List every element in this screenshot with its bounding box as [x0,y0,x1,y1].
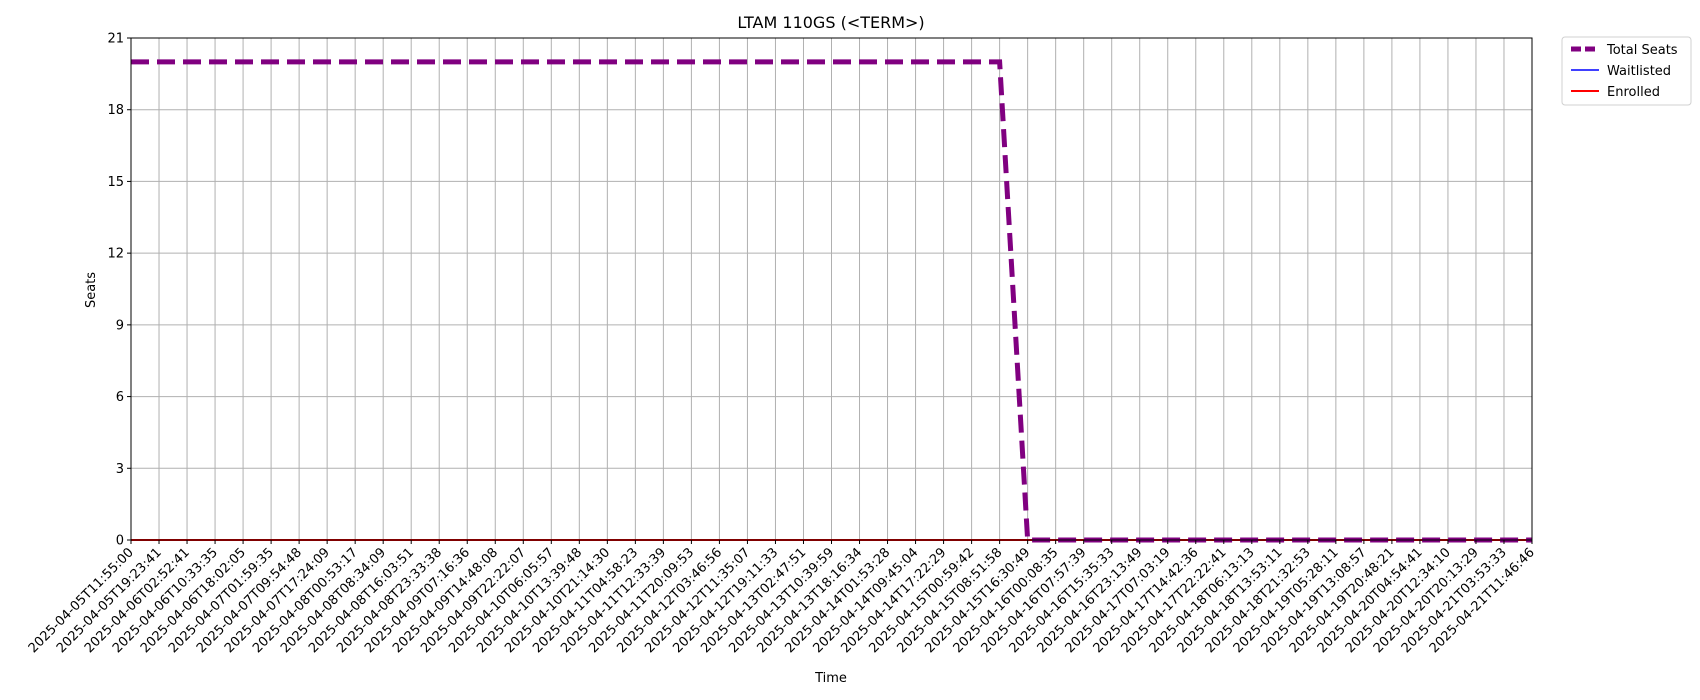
legend-label: Enrolled [1607,85,1660,100]
y-tick-label: 12 [107,247,124,262]
y-tick-label: 3 [116,462,124,477]
legend-label: Total Seats [1606,43,1678,58]
legend-frame [1561,36,1692,106]
y-tick-label: 0 [116,534,124,549]
y-axis-title: Seats [84,272,99,308]
y-tick-label: 21 [107,32,124,47]
chart-title: LTAM 110GS (<TERM>) [737,13,924,32]
y-tick-label: 9 [116,318,124,333]
legend: Total Seats Waitlisted Enrolled [1561,36,1692,106]
legend-label: Waitlisted [1607,64,1671,79]
y-tick-label: 15 [107,175,124,190]
y-tick-label: 18 [107,103,124,118]
x-axis: 2025-04-05T11:55:002025-04-05T19:23:4120… [26,540,1538,656]
gridlines [130,37,1533,541]
x-axis-title: Time [814,671,847,686]
y-axis: 0 3 6 9 12 15 18 21 [107,32,131,549]
y-tick-label: 6 [116,390,124,405]
